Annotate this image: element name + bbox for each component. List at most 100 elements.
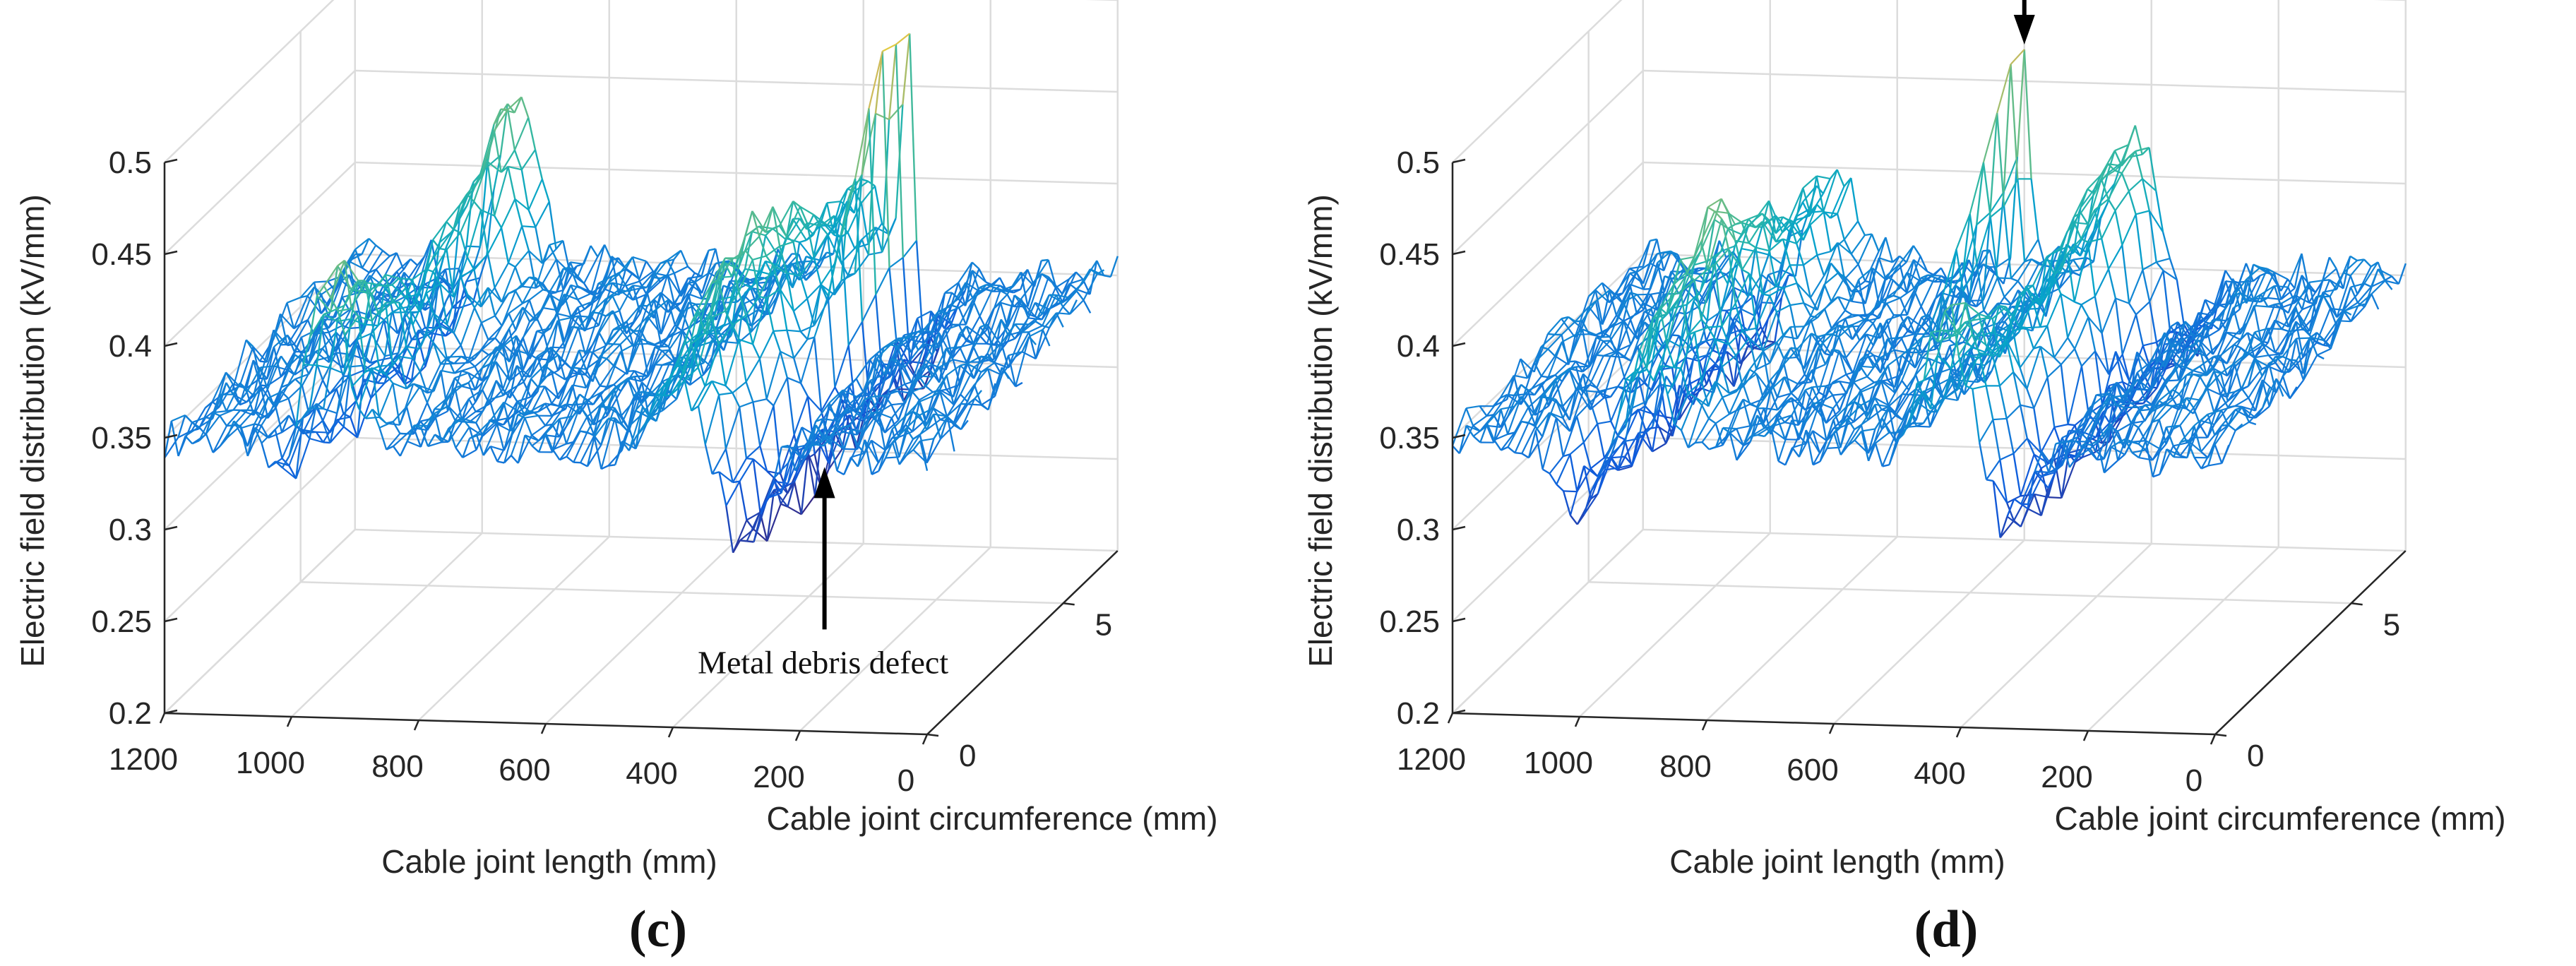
surface-mesh-line-x: [2226, 344, 2235, 364]
surface-mesh-line-x: [191, 422, 200, 428]
surface-mesh-line-y: [813, 214, 828, 226]
surface-mesh-line-y: [2260, 304, 2276, 342]
surface-mesh-line-y: [598, 310, 614, 333]
surface-mesh-line-x: [509, 389, 518, 402]
surface-mesh-line-x: [1761, 213, 1770, 221]
surface-mesh-line-y: [792, 222, 808, 243]
surface-mesh-line-x: [681, 311, 691, 330]
surface-mesh-line-y: [1020, 302, 1036, 332]
surface-mesh-line-y: [871, 449, 886, 475]
surface-mesh-line-y: [281, 378, 296, 393]
z-tick-label: 0.45: [91, 237, 152, 272]
surface-mesh-line-y: [752, 255, 767, 261]
surface-mesh-line-y: [496, 423, 511, 432]
surface-mesh-line-y: [840, 178, 857, 236]
surface-mesh-line-y: [557, 316, 572, 322]
surface-mesh-line-y: [878, 412, 893, 419]
surface-mesh-line-x: [808, 424, 817, 453]
surface-mesh-line-x: [503, 402, 512, 431]
surface-mesh-line-x: [253, 366, 262, 396]
surface-mesh-line-x: [870, 396, 879, 414]
surface-mesh-line-x: [2010, 64, 2019, 179]
surface-mesh-line-y: [2309, 337, 2324, 346]
surface-mesh-line-x: [375, 268, 384, 280]
surface-mesh-line-x: [2308, 282, 2318, 315]
surface-mesh-line-x: [2128, 191, 2137, 215]
surface-mesh-line-x: [758, 235, 767, 272]
surface-mesh-line-y: [385, 356, 400, 375]
surface-mesh-line-y: [558, 366, 573, 407]
surface-mesh-line-y: [951, 282, 967, 306]
surface-mesh-line-y: [646, 278, 662, 292]
surface-mesh-line-y: [2274, 304, 2289, 314]
surface-mesh-line-x: [454, 388, 463, 421]
surface-mesh-line-x: [2121, 244, 2130, 304]
surface-mesh-line-y: [1843, 220, 1859, 240]
grid-line-x-floor: [672, 543, 864, 728]
surface-mesh-line-y: [1700, 338, 1715, 344]
surface-mesh-line-x: [321, 347, 330, 358]
surface-mesh-line-y: [1921, 342, 1937, 359]
surface-mesh-line-x: [787, 481, 796, 507]
surface-mesh-line-y: [191, 417, 206, 424]
surface-mesh-line-y: [652, 259, 668, 278]
surface-mesh-line-x: [1866, 333, 1875, 347]
surface-mesh-line-x: [398, 406, 408, 426]
surface-mesh-line-x: [2023, 49, 2032, 179]
surface-mesh-line-x: [760, 497, 769, 515]
surface-mesh-line-x: [792, 242, 801, 288]
z-tick-mark: [164, 617, 178, 623]
surface-mesh-line-x: [418, 273, 427, 312]
surface-mesh-line-x: [752, 402, 761, 446]
surface-mesh-line-y: [2053, 253, 2068, 278]
surface-mesh-line-x: [766, 470, 775, 479]
surface-mesh-line-y: [501, 198, 516, 228]
surface-mesh-line-x: [2384, 280, 2393, 290]
surface-mesh-line-y: [343, 339, 359, 374]
surface-mesh-line-x: [2198, 340, 2207, 357]
surface-mesh-line-y: [697, 283, 712, 310]
surface-mesh-line-y: [2128, 153, 2142, 158]
surface-mesh-line-x: [640, 304, 648, 307]
surface-mesh-line-y: [459, 201, 475, 234]
surface-mesh-line-x: [460, 355, 469, 362]
surface-mesh-line-x: [1718, 240, 1727, 258]
surface-mesh-line-x: [660, 299, 669, 335]
surface-mesh-line-x: [767, 477, 776, 499]
surface-mesh-line-x: [522, 299, 530, 304]
surface-mesh-line-x: [496, 402, 505, 421]
surface-mesh-line-x: [2039, 294, 2048, 305]
surface-mesh-line-x: [376, 314, 385, 321]
surface-mesh-line-y: [724, 407, 741, 449]
surface-mesh-line-x: [2039, 256, 2048, 305]
surface-mesh-line-x: [1816, 254, 1825, 276]
surface-mesh-line-y: [667, 274, 682, 297]
surface-mesh-line-y: [356, 310, 371, 316]
surface-mesh-line-x: [641, 390, 650, 396]
surface-mesh-line-x: [1642, 263, 1652, 284]
grid-line-z-side: [164, 162, 356, 347]
surface-mesh-line-x: [1748, 242, 1757, 249]
surface-mesh-line-x: [398, 311, 407, 354]
surface-mesh-line-y: [606, 390, 622, 417]
surface-mesh-line-y: [2198, 311, 2212, 316]
surface-mesh-line-y: [746, 510, 762, 542]
surface-mesh-line-y: [280, 354, 296, 388]
surface-mesh-line-x: [2079, 230, 2089, 256]
surface-mesh-line-x: [806, 298, 816, 326]
surface-mesh-line-x: [1816, 203, 1825, 213]
surface-mesh-line-y: [295, 407, 311, 427]
surface-mesh-line-x: [2094, 296, 2103, 334]
surface-mesh-line-y: [558, 405, 574, 438]
surface-mesh-line-x: [515, 335, 525, 370]
surface-mesh-line-y: [392, 382, 407, 390]
surface-mesh-line-y: [1762, 311, 1777, 352]
surface-mesh-line-x: [508, 313, 517, 330]
surface-mesh-line-x: [1055, 294, 1064, 308]
surface-mesh-line-x: [2322, 340, 2332, 350]
surface-mesh-line-y: [938, 304, 953, 313]
surface-mesh-line-x: [1837, 242, 1846, 280]
surface-mesh-line-x: [1913, 290, 1922, 307]
surface-mesh-line-y: [606, 351, 621, 388]
surface-mesh-line-y: [974, 368, 989, 386]
